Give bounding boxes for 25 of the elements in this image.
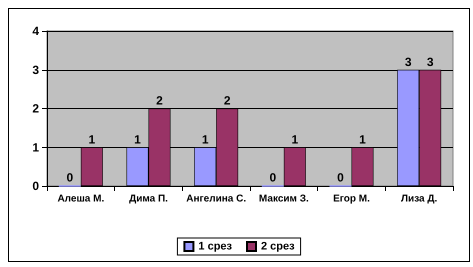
- data-label: 0: [337, 170, 344, 184]
- x-tick-label: Дима П.: [129, 194, 168, 204]
- x-tick-label: Егор М.: [333, 194, 370, 204]
- x-tick-label: Алеша М.: [57, 194, 104, 204]
- data-label: 3: [404, 54, 412, 69]
- x-tick-label: Лиза Д.: [401, 194, 438, 204]
- data-label: 1: [88, 132, 96, 146]
- y-tick-label: 3: [32, 62, 40, 77]
- y-tick-label: 2: [32, 102, 40, 116]
- data-label: 2: [156, 94, 164, 108]
- legend-label: 1 срез: [198, 240, 233, 252]
- y-tick-label: 0: [32, 179, 40, 193]
- data-label: 2: [224, 94, 231, 108]
- x-tick-label: Ангелина С.: [186, 194, 246, 204]
- data-label: 0: [269, 170, 276, 184]
- legend-label: 2 срез: [261, 240, 296, 252]
- y-tick-label: 4: [32, 24, 40, 38]
- data-label: 1: [359, 132, 366, 146]
- data-label: 1: [134, 132, 142, 146]
- data-label: 0: [66, 170, 74, 184]
- data-label: 1: [291, 132, 298, 146]
- y-tick-label: 1: [32, 140, 40, 154]
- data-label: 3: [426, 54, 434, 69]
- data-label: 1: [202, 132, 209, 146]
- x-tick-label: Максим З.: [258, 194, 309, 204]
